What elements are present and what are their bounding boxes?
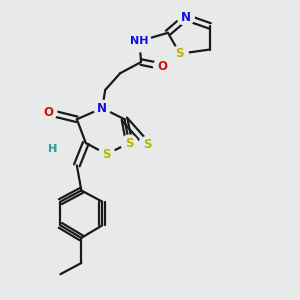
Text: N: N	[97, 102, 107, 115]
Circle shape	[40, 104, 57, 120]
Text: S: S	[103, 148, 111, 161]
Text: N: N	[181, 11, 191, 24]
Circle shape	[139, 136, 155, 152]
Circle shape	[172, 46, 188, 62]
Text: H: H	[48, 144, 58, 154]
Circle shape	[154, 58, 170, 74]
Text: H: H	[48, 144, 58, 154]
Circle shape	[94, 100, 111, 116]
Circle shape	[98, 146, 115, 162]
Circle shape	[46, 142, 60, 156]
Text: O: O	[157, 60, 167, 73]
Circle shape	[178, 10, 194, 25]
Text: S: S	[143, 138, 151, 151]
Text: O: O	[44, 106, 53, 119]
Circle shape	[121, 135, 137, 151]
Circle shape	[45, 141, 61, 156]
Circle shape	[128, 31, 151, 52]
Text: S: S	[176, 47, 184, 60]
Text: S: S	[125, 136, 133, 149]
Text: NH: NH	[130, 36, 149, 46]
